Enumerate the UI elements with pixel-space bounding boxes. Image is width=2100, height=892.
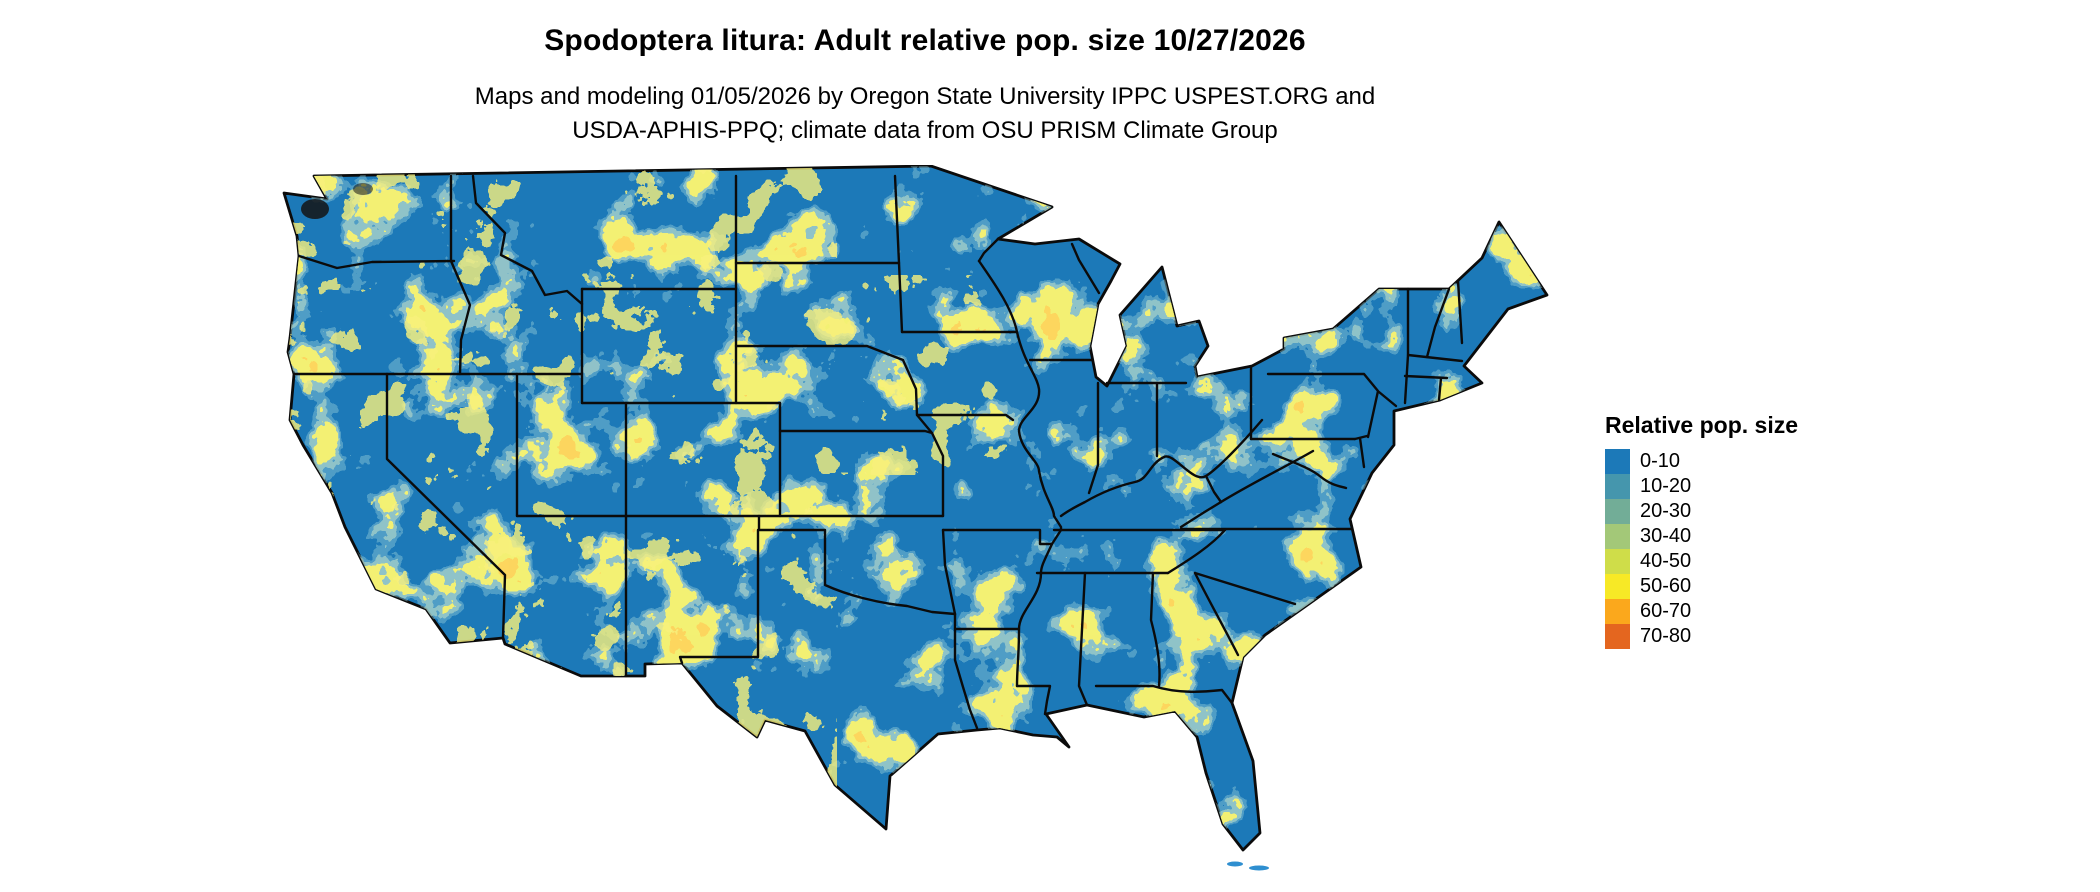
florida-keys — [1227, 861, 1269, 871]
legend-item: 30-40 — [1605, 524, 1798, 549]
legend-item: 0-10 — [1605, 449, 1798, 474]
legend-label: 30-40 — [1640, 525, 1692, 547]
figure-header: Spodoptera litura: Adult relative pop. s… — [0, 24, 1850, 148]
olympic-dark-patch — [301, 199, 329, 219]
legend-swatch-10-20 — [1605, 474, 1630, 499]
legend-item: 50-60 — [1605, 574, 1798, 599]
page-title: Spodoptera litura: Adult relative pop. s… — [544, 24, 1306, 57]
legend-item: 20-30 — [1605, 499, 1798, 524]
legend-item: 60-70 — [1605, 599, 1798, 624]
subtitle-line-1: Maps and modeling 01/05/2026 by Oregon S… — [474, 83, 1376, 110]
legend-swatch-40-50 — [1605, 549, 1630, 574]
legend-label: 40-50 — [1640, 550, 1692, 572]
legend-label: 70-80 — [1640, 625, 1692, 647]
legend-item: 10-20 — [1605, 474, 1798, 499]
legend-label: 50-60 — [1640, 575, 1692, 597]
legend-swatch-30-40 — [1605, 524, 1630, 549]
us-map-svg — [282, 165, 1549, 871]
legend-swatch-50-60 — [1605, 574, 1630, 599]
legend-item: 70-80 — [1605, 624, 1798, 649]
legend-title: Relative pop. size — [1605, 412, 1799, 438]
state-borders — [292, 174, 1464, 730]
legend-label: 60-70 — [1640, 600, 1692, 622]
legend-item: 40-50 — [1605, 549, 1798, 574]
cascades-dark-patch — [353, 183, 373, 195]
legend-label: 20-30 — [1640, 500, 1692, 522]
legend-swatch-0-10 — [1605, 449, 1630, 474]
subtitle-line-2: USDA-APHIS-PPQ; climate data from OSU PR… — [572, 117, 1278, 144]
legend-swatch-20-30 — [1605, 499, 1630, 524]
figure-subtitle: Maps and modeling 01/05/2026 by Oregon S… — [0, 80, 1850, 148]
legend-label: 10-20 — [1640, 475, 1692, 497]
legend-swatch-60-70 — [1605, 599, 1630, 624]
us-map — [277, 165, 1567, 875]
population-speckle-overlay — [284, 166, 1547, 850]
legend-label: 0-10 — [1640, 450, 1681, 472]
legend-swatch-70-80 — [1605, 624, 1630, 649]
map-legend: Relative pop. size 0-10 10-20 20-30 30-4… — [1605, 412, 1798, 649]
